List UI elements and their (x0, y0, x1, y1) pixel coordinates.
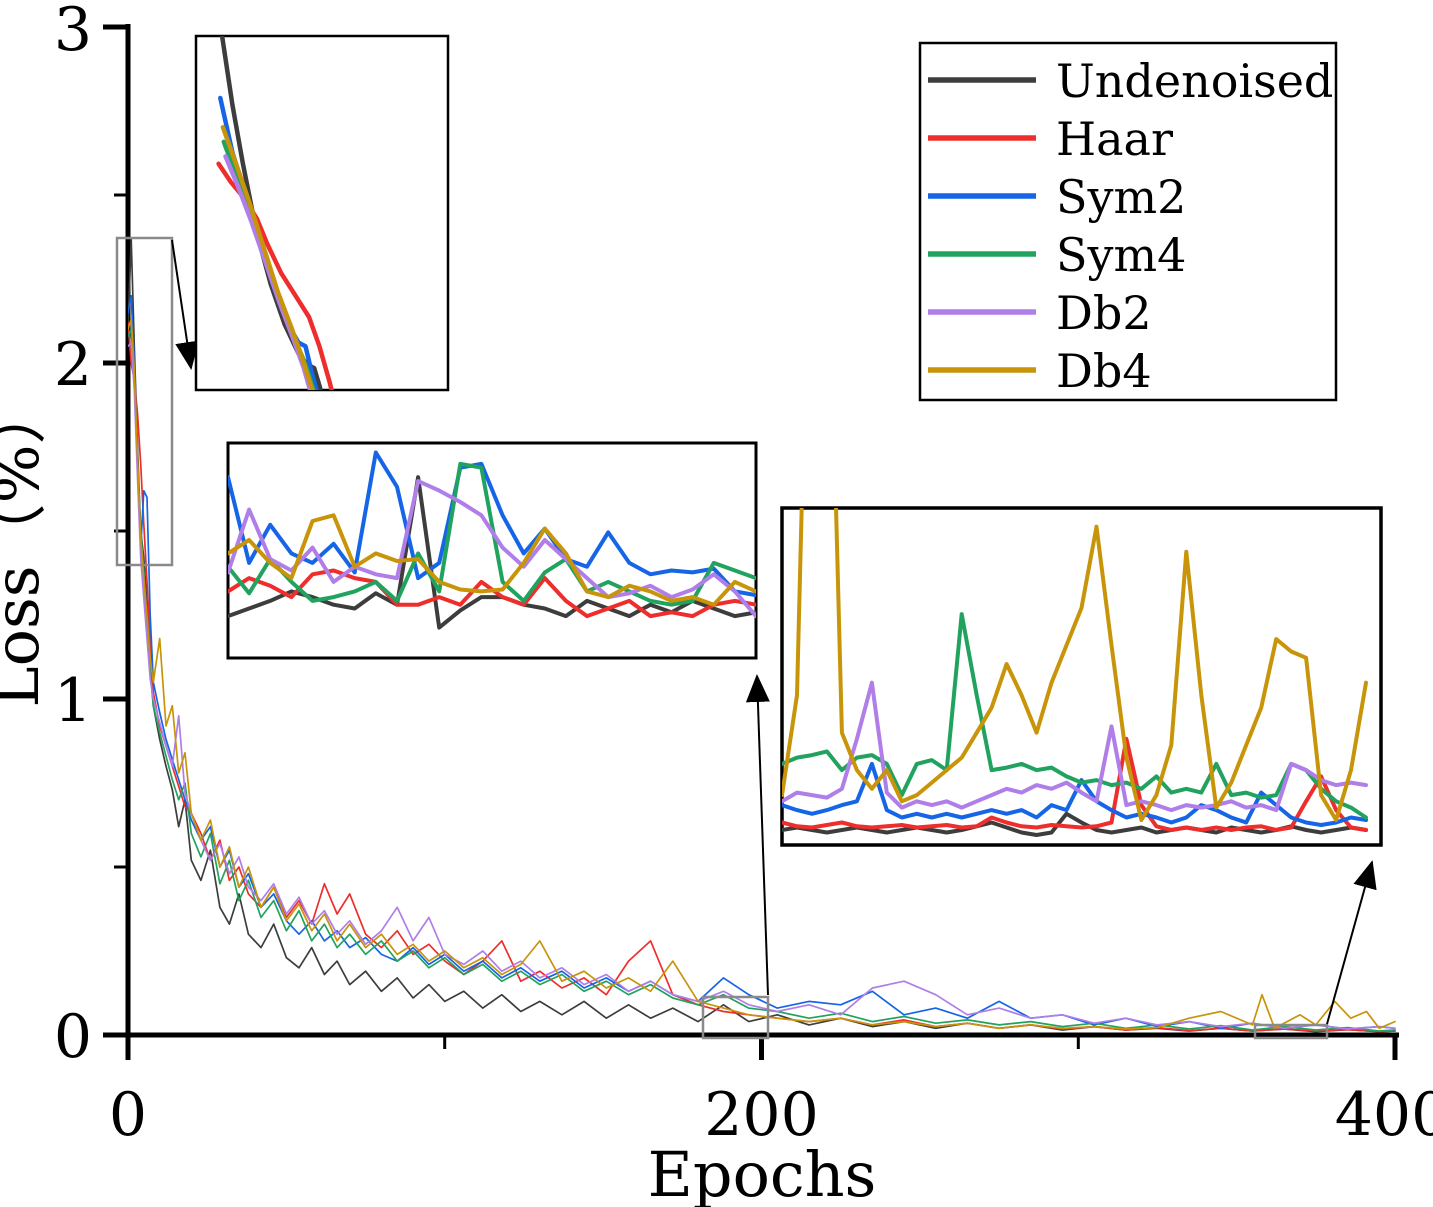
zoom-region-mid (701, 995, 770, 1040)
inset-mid (226, 441, 758, 660)
legend-frame (918, 41, 1338, 402)
x-axis-title: Epochs (648, 1138, 877, 1207)
series-db4 (220, 124, 315, 390)
y-tick-label-0: 0 (54, 1002, 92, 1072)
series-sym2 (228, 450, 756, 598)
series-sym4 (782, 612, 1368, 820)
series-db2 (228, 479, 756, 619)
legend-label-db4: Db4 (1056, 344, 1152, 398)
legend-item-haar: Haar (928, 112, 1173, 166)
series-sym4 (128, 328, 1396, 1032)
axes-frame (103, 24, 1399, 1060)
legend-item-undenoised: Undenoised (928, 54, 1333, 108)
arrow-to-inset-initial (171, 239, 200, 370)
inset-mid-series (228, 450, 756, 630)
series-db4 (782, 508, 1368, 822)
inset-initial (194, 34, 450, 392)
legend: Undenoised Haar Sym2 Sym4 Db2 Db4 (918, 41, 1338, 402)
legend-label-haar: Haar (1056, 112, 1173, 166)
legend-item-db2: Db2 (928, 286, 1152, 340)
inset-tail-series (782, 508, 1368, 837)
legend-label-sym4: Sym4 (1056, 228, 1186, 282)
inset-initial-frame (194, 34, 450, 392)
legend-label-undenoised: Undenoised (1056, 54, 1333, 108)
inset-tail (780, 506, 1383, 847)
series-undenoised (782, 811, 1368, 837)
inset-initial-series (216, 36, 334, 390)
legend-label-db2: Db2 (1056, 286, 1152, 340)
tick-labels: 0 1 2 3 0 200 400 (54, 0, 1433, 1150)
legend-item-sym4: Sym4 (928, 228, 1186, 282)
y-tick-label-3: 3 (54, 0, 92, 65)
legend-label-sym2: Sym2 (1056, 170, 1186, 224)
legend-item-db4: Db4 (928, 344, 1152, 398)
zoom-region-tail (1253, 1023, 1329, 1040)
legend-item-sym2: Sym2 (928, 170, 1186, 224)
series-db2 (223, 154, 313, 390)
series-db4 (128, 318, 1396, 1030)
x-tick-label-0: 0 (109, 1080, 147, 1150)
x-tick-label-200: 200 (704, 1080, 819, 1150)
arrow-to-inset-mid (745, 674, 770, 996)
y-axis-title: Loss（%） (0, 382, 53, 707)
series-sym4 (228, 461, 756, 607)
main-plot-series (128, 237, 1396, 1033)
series-db2 (782, 680, 1368, 813)
arrow-to-inset-tail (1326, 860, 1377, 1025)
zoom-region-initial (115, 236, 174, 567)
series-haar (782, 736, 1368, 832)
series-db4 (228, 513, 756, 607)
y-tick-label-1: 1 (54, 666, 92, 736)
y-tick-label-2: 2 (54, 330, 92, 400)
x-tick-label-400: 400 (1335, 1080, 1433, 1150)
series-sym2 (782, 761, 1368, 827)
